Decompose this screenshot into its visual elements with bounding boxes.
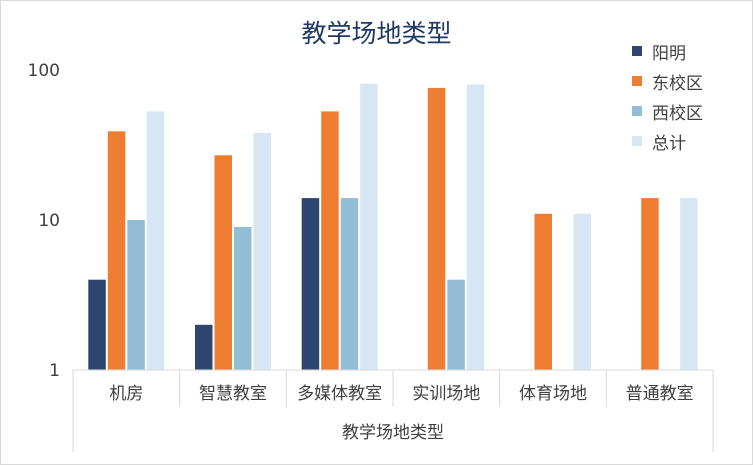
legend-swatch — [632, 46, 642, 56]
y-tick-label: 100 — [28, 61, 60, 81]
chart-title: 教学场地类型 — [301, 19, 452, 48]
x-tick-label: 智慧教室 — [199, 384, 267, 404]
legend-label: 东校区 — [652, 73, 703, 94]
bar — [253, 133, 271, 370]
bar — [321, 111, 339, 371]
legend-item: 总计 — [632, 126, 703, 156]
x-tick-label: 多媒体教室 — [297, 384, 382, 404]
bar — [680, 198, 698, 370]
x-tick-label: 普通教室 — [626, 384, 694, 404]
bar — [301, 198, 320, 370]
bar — [340, 198, 359, 370]
bar — [195, 324, 213, 370]
bar — [234, 226, 252, 370]
bar — [466, 84, 485, 370]
bar — [88, 279, 106, 370]
bar — [447, 279, 465, 370]
legend-swatch — [632, 136, 642, 146]
bar — [127, 220, 145, 370]
bar — [360, 83, 378, 370]
bar — [107, 131, 126, 370]
legend: 阳明东校区西校区总计 — [632, 36, 703, 156]
bar — [214, 155, 232, 370]
legend-label: 总计 — [652, 133, 686, 154]
legend-swatch — [632, 106, 642, 116]
bar — [534, 213, 552, 370]
x-tick-label: 实训场地 — [412, 384, 480, 404]
legend-swatch — [632, 76, 642, 86]
x-tick-label: 体育场地 — [519, 384, 587, 404]
bar — [146, 111, 165, 371]
legend-item: 阳明 — [632, 36, 703, 66]
x-axis-title: 教学场地类型 — [342, 423, 444, 443]
legend-item: 东校区 — [632, 66, 703, 96]
bar — [573, 213, 591, 370]
y-tick-label: 1 — [49, 361, 60, 381]
bar — [427, 87, 446, 371]
bar — [641, 198, 659, 370]
legend-item: 西校区 — [632, 96, 703, 126]
legend-label: 西校区 — [652, 103, 703, 124]
x-tick-label: 机房 — [109, 384, 143, 404]
y-tick-label: 10 — [38, 211, 60, 231]
legend-label: 阳明 — [652, 43, 686, 64]
